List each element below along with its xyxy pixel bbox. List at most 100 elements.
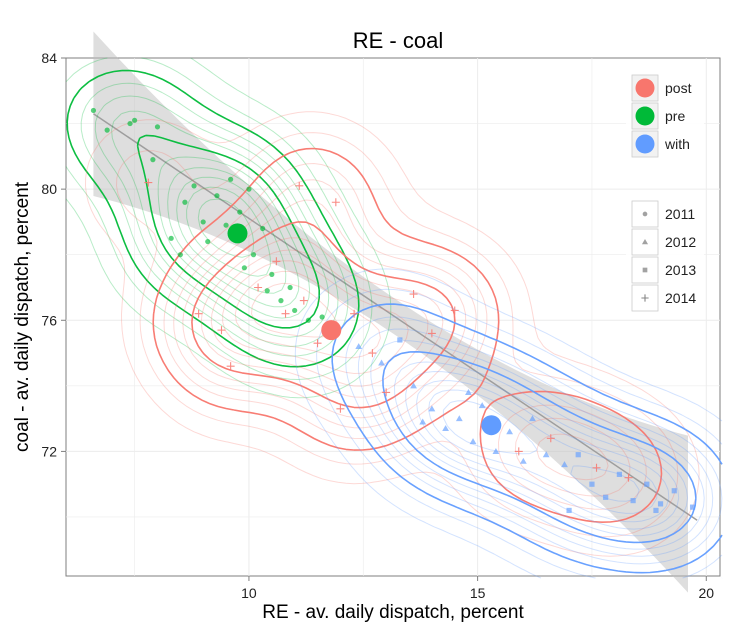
data-point-pre — [214, 193, 220, 199]
data-point-pre — [177, 252, 183, 258]
data-point-post — [194, 309, 203, 318]
data-point-post — [295, 181, 304, 190]
data-point-with — [410, 382, 417, 389]
data-point-with — [542, 451, 550, 458]
data-point-with — [657, 501, 664, 507]
data-point-with — [378, 359, 385, 366]
data-points — [90, 107, 696, 514]
legend-label-post: post — [665, 80, 692, 96]
data-point-post — [336, 404, 345, 413]
data-point-with — [671, 488, 677, 494]
density-contour-post — [116, 132, 679, 538]
density-contour-with — [428, 389, 658, 514]
data-point-post — [144, 178, 153, 187]
data-point-with — [566, 507, 572, 514]
data-point-pre — [191, 183, 197, 189]
density-contour-pre — [66, 69, 360, 368]
data-point-pre — [104, 127, 110, 133]
data-point-pre — [168, 235, 174, 241]
data-point-post — [350, 309, 359, 318]
centroid-with — [481, 415, 502, 436]
data-point-post — [254, 283, 263, 292]
legend-label-pre: pre — [665, 108, 685, 124]
data-point-pre — [250, 252, 257, 258]
density-contour-with — [382, 351, 697, 544]
density-contour-post — [191, 221, 456, 409]
density-contour-with — [394, 361, 688, 537]
data-point-post — [546, 434, 555, 443]
legend-label-2011: 2011 — [665, 206, 695, 222]
data-point-post — [450, 306, 459, 315]
data-point-with — [689, 504, 696, 510]
density-contour-with — [370, 340, 705, 550]
data-point-post — [217, 326, 226, 335]
legend-swatch-post — [635, 78, 655, 98]
density-contour-pre — [136, 134, 320, 329]
legend-swatch-with — [635, 134, 655, 154]
legend-shape-2012 — [641, 238, 649, 245]
y-tick-label: 76 — [41, 312, 57, 328]
data-point-with — [644, 481, 650, 487]
data-point-pre — [228, 176, 234, 182]
legend-shape-2011 — [642, 211, 648, 217]
density-contour-pre — [167, 167, 300, 308]
density-contour-pre — [65, 57, 392, 399]
density-contour-with — [345, 316, 723, 565]
density-contour-with — [416, 380, 670, 523]
data-point-with — [442, 425, 449, 432]
data-point-post — [592, 463, 601, 472]
data-point-post — [427, 329, 436, 338]
density-contour-with — [316, 288, 723, 579]
density-contours — [65, 57, 723, 579]
data-point-with — [355, 343, 363, 350]
data-point-with — [397, 337, 403, 343]
data-point-post — [368, 349, 377, 358]
y-tick-label: 84 — [41, 50, 57, 66]
x-axis-label: RE - av. daily dispatch, percent — [262, 602, 524, 623]
data-point-with — [529, 415, 536, 422]
data-point-post — [226, 362, 235, 371]
y-tick-label: 80 — [41, 181, 57, 197]
x-tick-label: 20 — [698, 585, 714, 601]
legend-shape-2014 — [641, 294, 649, 302]
x-tick-label: 15 — [470, 585, 486, 601]
data-point-pre — [223, 222, 229, 228]
chart-title: RE - coal — [353, 28, 443, 53]
density-contour-post — [210, 249, 429, 387]
data-point-pre — [269, 271, 275, 277]
data-point-with — [469, 438, 477, 445]
data-point-pre — [90, 107, 97, 114]
data-point-pre — [292, 307, 298, 314]
data-point-post — [313, 339, 322, 348]
data-point-pre — [246, 186, 252, 192]
data-point-pre — [278, 298, 284, 304]
data-point-with — [561, 461, 568, 468]
density-contour-post — [182, 199, 609, 481]
legend-swatch-pre — [635, 106, 655, 126]
data-point-post — [514, 447, 523, 456]
density-contour-post — [163, 163, 647, 510]
data-point-pre — [241, 265, 247, 271]
data-point-with — [419, 418, 427, 425]
density-contour-with — [405, 371, 680, 530]
data-point-with — [506, 428, 514, 435]
data-point-with — [428, 405, 436, 412]
density-contour-with — [331, 303, 723, 574]
data-point-pre — [200, 219, 206, 225]
data-point-with — [492, 448, 500, 454]
legend-label-2012: 2012 — [665, 234, 696, 250]
data-point-with — [603, 494, 609, 500]
data-point-pre — [287, 284, 293, 291]
data-point-with — [589, 481, 595, 487]
density-contour-pre — [186, 186, 271, 277]
data-point-post — [624, 473, 633, 482]
legend-label-with: with — [664, 136, 690, 152]
data-point-pre — [260, 225, 266, 232]
y-tick-label: 72 — [41, 443, 57, 459]
density-contour-with — [357, 328, 714, 557]
data-point-with — [465, 389, 472, 395]
data-point-with — [519, 457, 527, 464]
data-point-pre — [127, 120, 133, 127]
data-point-pre — [154, 124, 161, 130]
